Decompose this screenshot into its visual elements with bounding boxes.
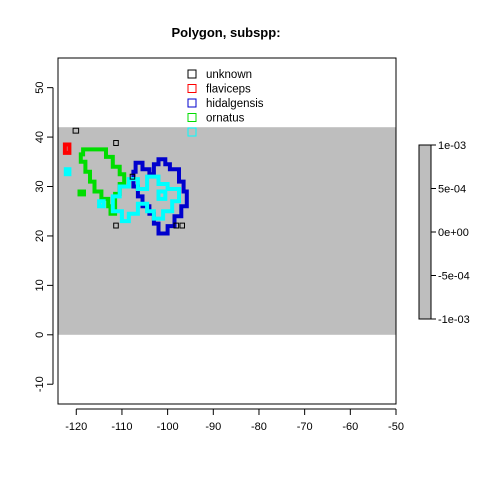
polygon-unnamed-3 — [63, 167, 72, 177]
y-tick-label: 20 — [34, 230, 46, 242]
legend-entry: unknown — [187, 69, 252, 81]
colorbar-tick-label: 0e+00 — [438, 227, 469, 239]
legend-entry — [187, 127, 197, 137]
legend-label: unknown — [206, 69, 252, 81]
y-tick-label: 40 — [34, 131, 46, 143]
legend-swatch — [187, 69, 197, 79]
x-tick-label: -110 — [111, 421, 132, 433]
x-tick-label: -70 — [297, 421, 313, 433]
x-tick-label: -80 — [251, 421, 267, 433]
series-unnamed-polygons — [63, 167, 181, 224]
x-tick-label: -50 — [388, 421, 404, 433]
legend-label: flaviceps — [206, 84, 251, 96]
polygon-unknown-3 — [113, 222, 119, 229]
y-tick-label: -10 — [34, 376, 46, 392]
polygon-unknown-5 — [173, 222, 180, 229]
plot-frame — [57, 57, 397, 405]
x-tick-label: -100 — [157, 421, 179, 433]
legend-label: ornatus — [206, 113, 245, 125]
polygon-unknown-2 — [129, 173, 136, 180]
colorbar-tick-label: 5e-04 — [438, 184, 466, 196]
y-axis: -10 0 10 20 30 40 50 — [34, 82, 54, 392]
colorbar: 1e-03 5e-04 0e+00 -5e-04 -1e-03 — [418, 140, 470, 326]
polygon-unnamed-2 — [97, 199, 106, 209]
series-flaviceps-polygons — [62, 142, 72, 155]
y-tick-label: 30 — [34, 180, 46, 192]
colorbar-bar — [418, 144, 432, 320]
polygon-unknown-4 — [179, 222, 185, 229]
polygon-layer — [62, 127, 189, 236]
colorbar-tick-label: -5e-04 — [438, 271, 470, 283]
polygon-unknown-1 — [113, 140, 119, 146]
legend-swatch — [187, 84, 197, 93]
legend-label: hidalgensis — [206, 98, 264, 110]
polygon-unknown-0 — [72, 127, 80, 134]
legend-swatch — [187, 127, 197, 137]
colorbar-tick-label: -1e-03 — [438, 314, 470, 326]
series-ornatus-polygons — [77, 147, 127, 216]
legend-swatch — [187, 113, 197, 122]
legend-entry: ornatus — [187, 113, 245, 125]
x-tick-label: -60 — [342, 421, 358, 433]
polygon-unnamed-1 — [156, 189, 168, 201]
y-tick-label: 10 — [34, 279, 46, 291]
y-tick-label: 0 — [34, 332, 46, 338]
legend-swatch — [187, 98, 197, 108]
polygon-flaviceps-0 — [62, 142, 72, 155]
legend-entry: hidalgensis — [187, 98, 264, 110]
y-tick-label: 50 — [34, 82, 46, 94]
x-tick-label: -90 — [205, 421, 221, 433]
legend: unknown flaviceps hidalgensis ornatus — [187, 69, 264, 137]
polygon-hidalgensis-0 — [131, 157, 189, 236]
series-hidalgensis-polygons — [131, 157, 189, 236]
x-tick-label: -120 — [65, 421, 87, 433]
colorbar-tick-label: 1e-03 — [438, 140, 466, 152]
legend-entry: flaviceps — [187, 84, 251, 96]
polygon-unnamed-0 — [110, 174, 181, 224]
polygon-ornatus-1 — [77, 189, 86, 197]
x-axis: -120 -110 -100 -90 -80 -70 -60 -50 — [65, 408, 404, 433]
chart-title: Polygon, subspp: — [171, 25, 280, 40]
polygon-ornatus-0 — [78, 147, 127, 216]
series-unknown-polygons — [72, 127, 185, 229]
